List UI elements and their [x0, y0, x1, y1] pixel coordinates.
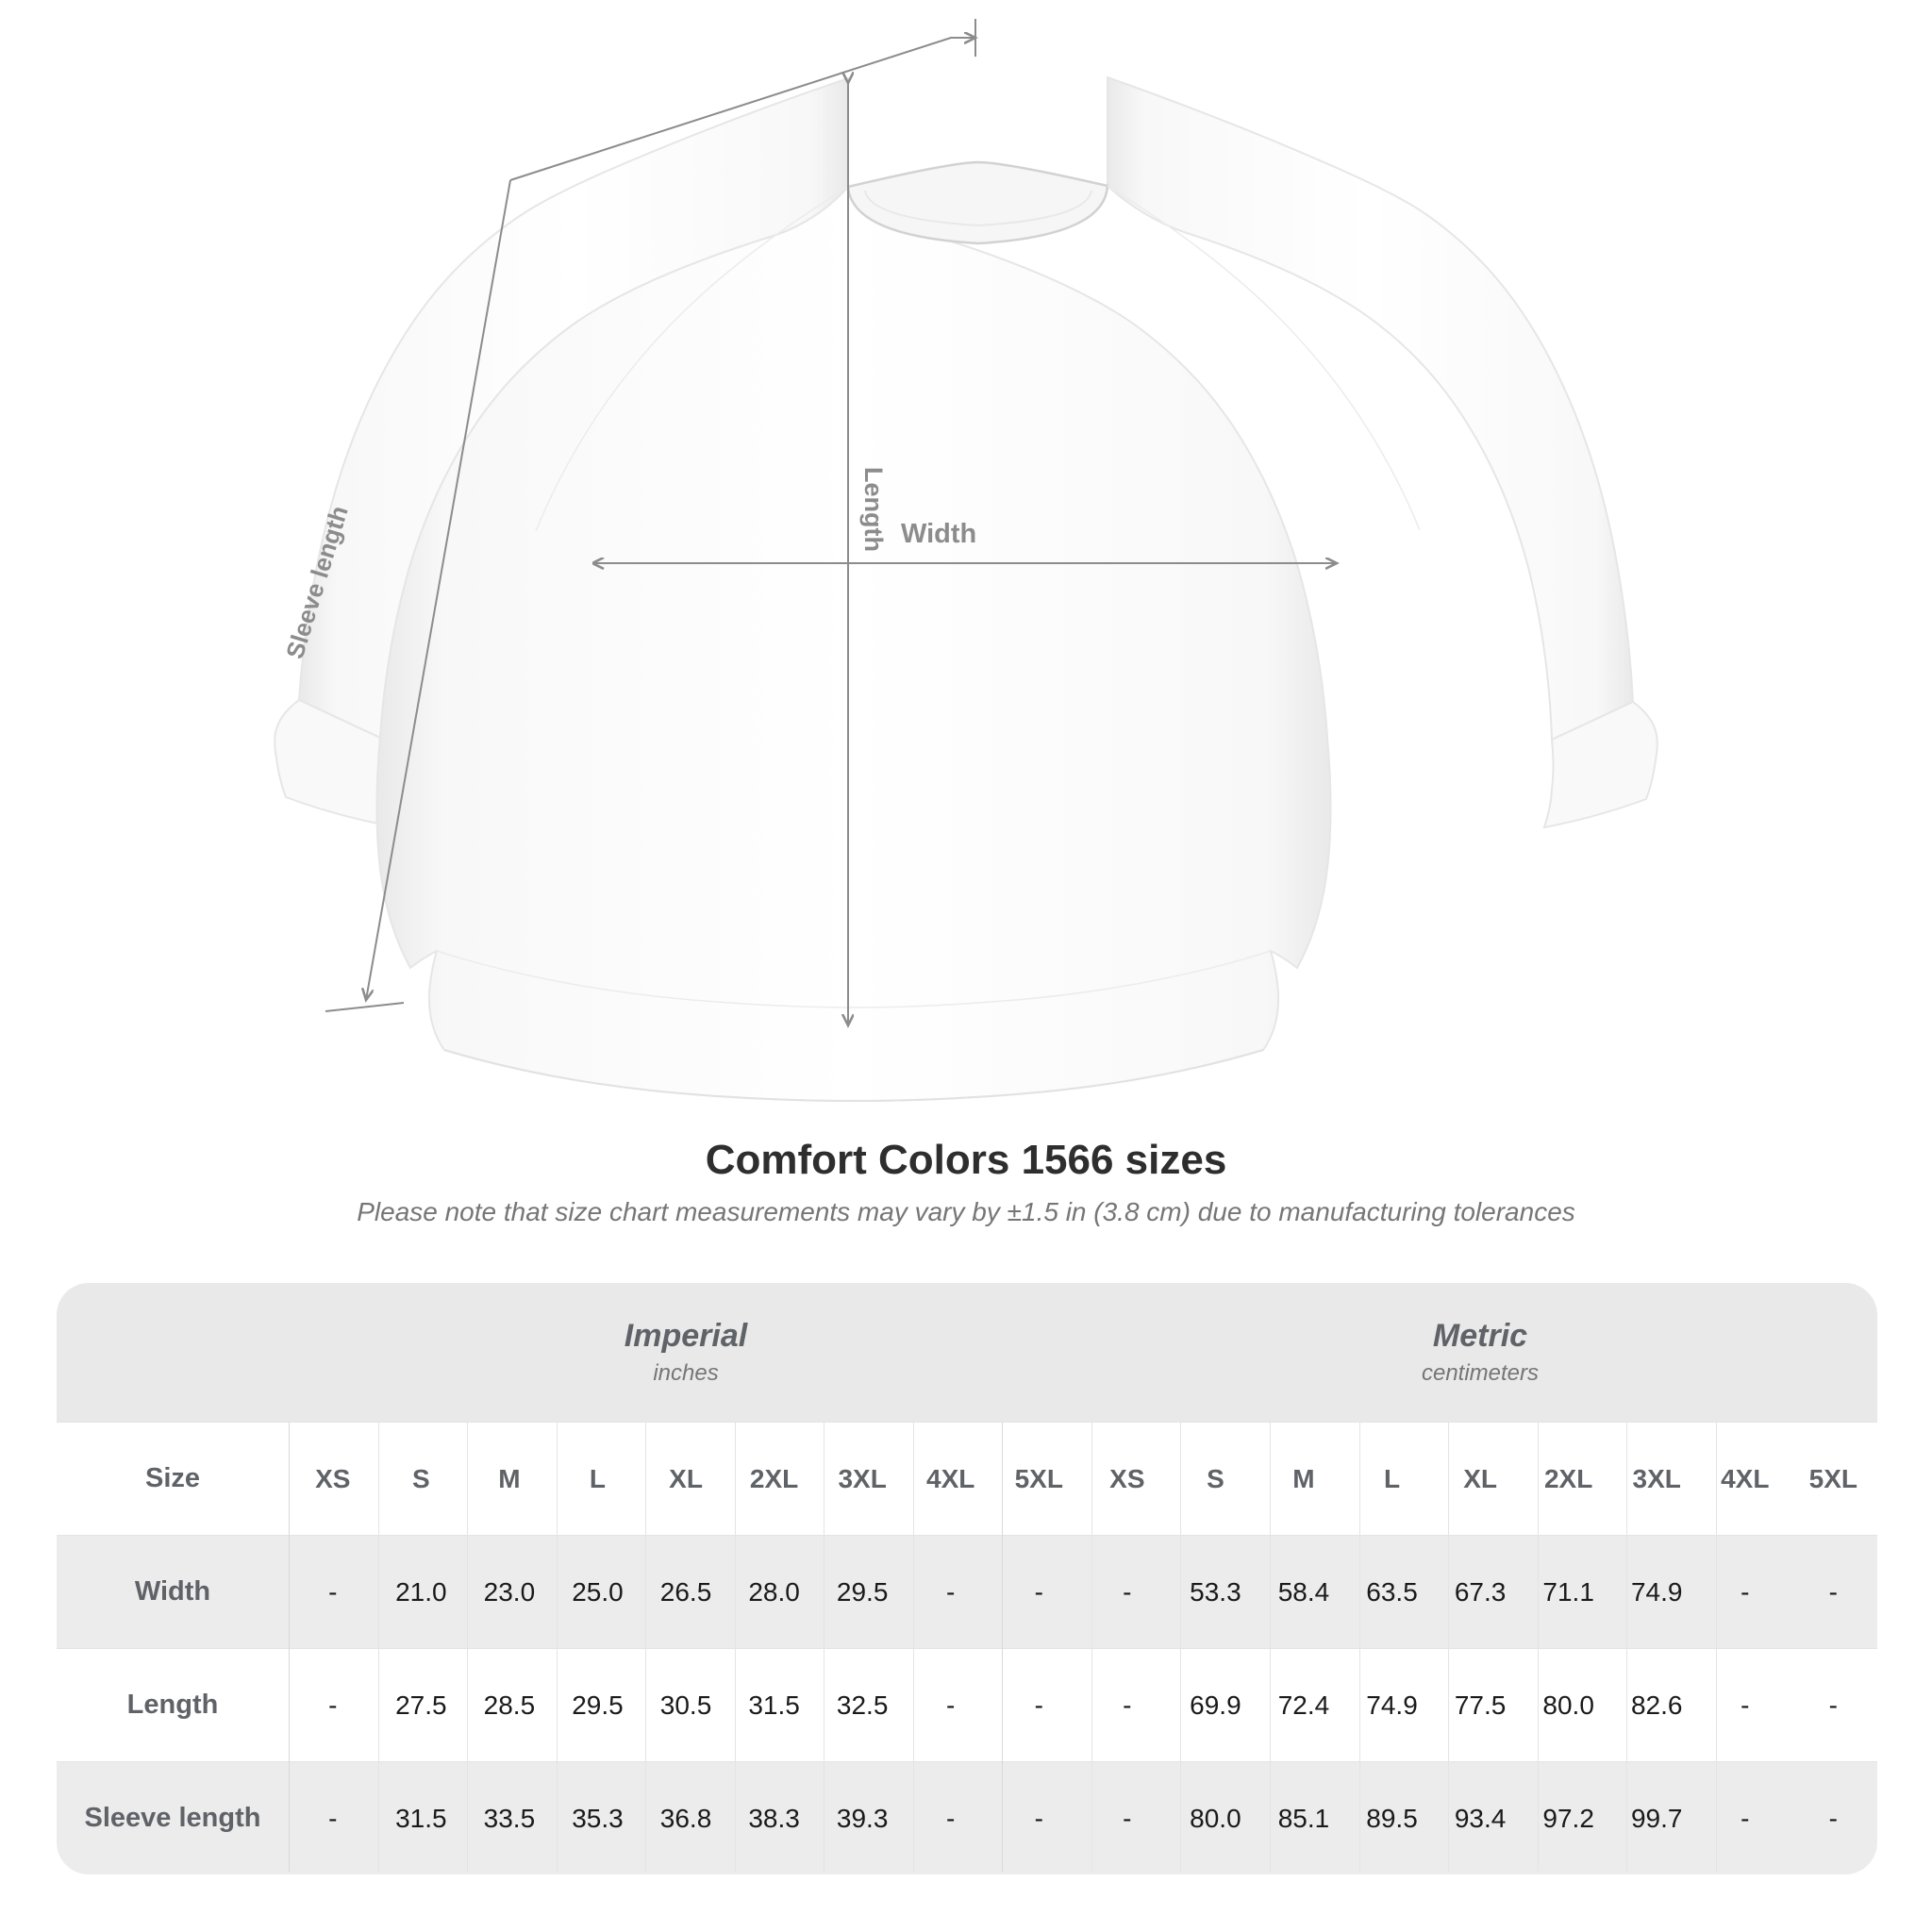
svg-text:Width: Width — [901, 519, 976, 549]
svg-text:Length: Length — [859, 467, 888, 552]
